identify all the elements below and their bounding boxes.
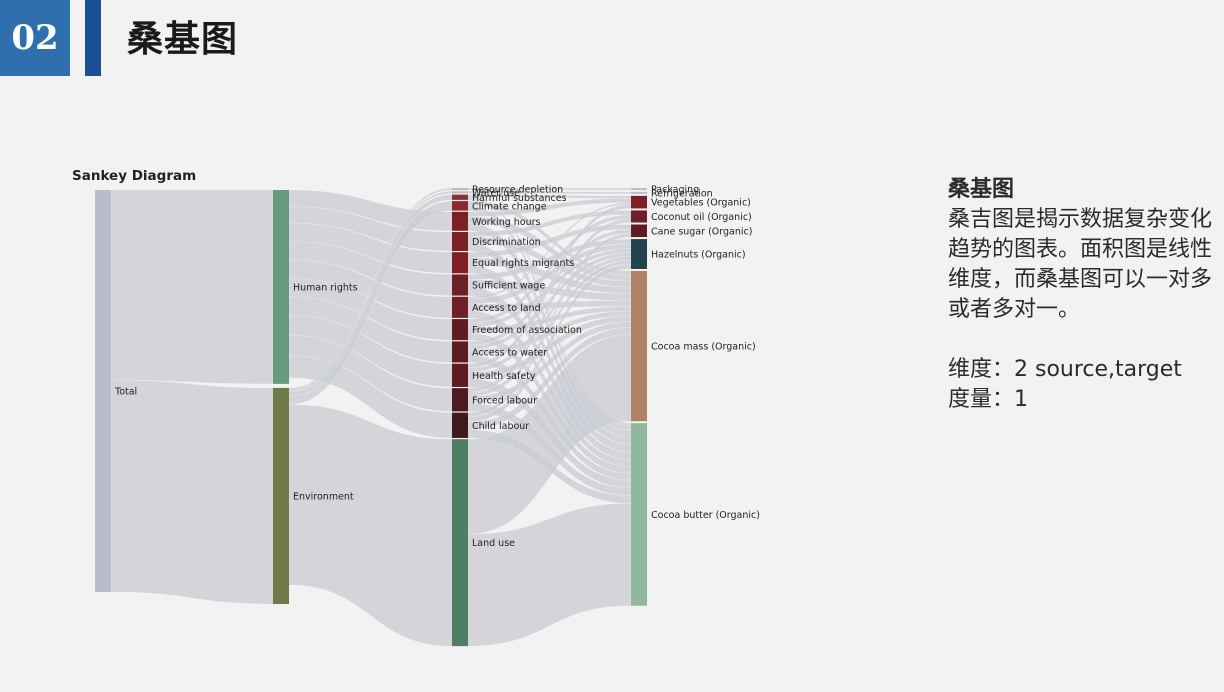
node-label-total: Total xyxy=(114,387,137,398)
node-climate-change xyxy=(452,201,468,211)
node-label-vegetables-organic: Vegetables (Organic) xyxy=(651,198,751,209)
node-freedom-of-association xyxy=(452,319,468,341)
node-working-hours xyxy=(452,211,468,231)
node-label-hazelnuts-organic: Hazelnuts (Organic) xyxy=(651,250,746,261)
node-cocoa-butter-organic xyxy=(631,423,647,606)
sankey-labels: Total Human rights Environment Resource dep… xyxy=(114,184,760,549)
node-coconut-oil-organic xyxy=(631,210,647,223)
node-label-packaging: Packaging xyxy=(651,184,699,195)
chart-title: Sankey Diagram xyxy=(72,168,196,184)
panel-measure: 度量：1 xyxy=(948,387,1028,412)
node-label-working-hours: Working hours xyxy=(472,217,541,228)
node-label-cane-sugar-organic: Cane sugar (Organic) xyxy=(651,226,752,237)
header-accent-bar xyxy=(85,0,101,76)
node-human-rights xyxy=(273,190,289,384)
node-forced-labour xyxy=(452,388,468,412)
link-land-use-to-cocoa-butter-organic xyxy=(467,503,632,647)
node-packaging xyxy=(631,188,647,190)
link-human-rights-to-sufficient-wage xyxy=(288,241,453,296)
node-label-water-use: Water use xyxy=(472,188,520,199)
node-label-cocoa-butter-organic: Cocoa butter (Organic) xyxy=(651,510,760,521)
node-label-land-use: Land use xyxy=(472,538,515,549)
link-environment-to-land-use xyxy=(288,404,453,647)
node-refrigeration xyxy=(631,191,647,194)
sankey-nodes xyxy=(95,188,647,647)
node-resource-depletion xyxy=(452,188,468,191)
description-panel: 桑基图 桑吉图是揭示数据复杂变化趋势的图表。面积图是线性维度，而桑基图可以一对多… xyxy=(948,175,1216,415)
node-label-refrigeration: Refrigeration xyxy=(651,188,713,199)
node-label-access-to-water: Access to water xyxy=(472,347,547,358)
node-label-equal-rights-migrants: Equal rights migrants xyxy=(472,258,574,269)
node-label-forced-labour: Forced labour xyxy=(472,395,537,406)
node-label-climate-change: Climate change xyxy=(472,201,547,212)
panel-spacer xyxy=(948,325,1216,355)
node-vegetables-organic xyxy=(631,195,647,209)
node-access-to-land xyxy=(452,296,468,318)
node-label-child-labour: Child labour xyxy=(472,421,529,432)
node-land-use xyxy=(452,439,468,647)
node-label-cocoa-mass-organic: Cocoa mass (Organic) xyxy=(651,342,756,353)
node-label-freedom-of-association: Freedom of association xyxy=(472,325,582,336)
node-harmful-substances xyxy=(452,194,468,200)
slide-title: 桑基图 xyxy=(127,19,239,60)
node-label-harmful-substances: Harmful substances xyxy=(472,193,567,204)
section-number-badge: 02 xyxy=(0,0,70,76)
node-health-safety xyxy=(452,363,468,387)
node-environment xyxy=(273,387,289,604)
sankey-links xyxy=(110,187,632,647)
link-total-to-human-rights xyxy=(110,189,274,385)
panel-description: 桑吉图是揭示数据复杂变化趋势的图表。面积图是线性维度，而桑基图可以一对多或者多对… xyxy=(948,207,1213,322)
node-total xyxy=(95,190,111,592)
node-access-to-water xyxy=(452,341,468,363)
node-label-coconut-oil-organic: Coconut oil (Organic) xyxy=(651,212,752,223)
node-cocoa-mass-organic xyxy=(631,270,647,422)
node-sufficient-wage xyxy=(452,274,468,296)
node-label-discrimination: Discrimination xyxy=(472,237,541,248)
link-total-to-environment xyxy=(110,379,274,605)
node-discrimination xyxy=(452,231,468,251)
node-label-access-to-land: Access to land xyxy=(472,303,541,314)
node-label-resource-depletion: Resource depletion xyxy=(472,185,563,196)
panel-heading: 桑基图 xyxy=(948,177,1015,202)
node-hazelnuts-organic xyxy=(631,239,647,269)
node-label-sufficient-wage: Sufficient wage xyxy=(472,281,545,292)
node-label-environment: Environment xyxy=(293,491,354,502)
node-child-labour xyxy=(452,412,468,438)
node-cane-sugar-organic xyxy=(631,224,647,238)
node-water-use xyxy=(452,191,468,194)
node-label-health-safety: Health safety xyxy=(472,371,536,382)
panel-dimension: 维度：2 source,target xyxy=(948,357,1182,382)
node-label-human-rights: Human rights xyxy=(293,282,358,293)
node-equal-rights-migrants xyxy=(452,252,468,274)
